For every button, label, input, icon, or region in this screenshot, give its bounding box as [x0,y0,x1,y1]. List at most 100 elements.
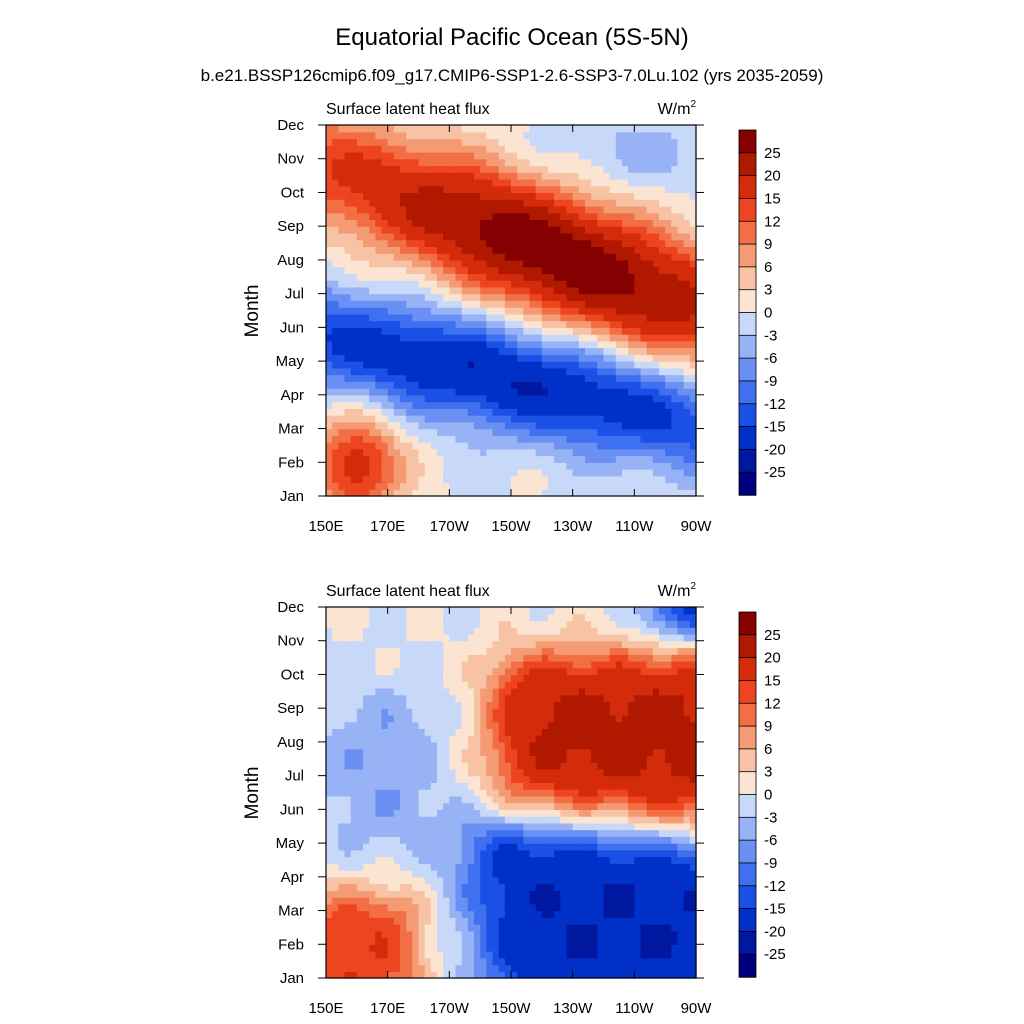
heatmap-cell [609,897,617,905]
heatmap-cell [412,226,420,234]
heatmap-cell [437,185,444,194]
heatmap-cell [572,199,580,207]
heatmap-cell [683,448,691,457]
heatmap-cell [560,293,568,301]
heatmap-cell [381,394,389,403]
heatmap-cell [449,876,457,885]
heatmap-cell [609,910,617,918]
heatmap-cell [591,185,598,194]
heatmap-cell [393,469,401,477]
heatmap-cell [418,428,426,436]
heatmap-cell [578,964,586,972]
heatmap-cell [326,239,333,248]
heatmap-cell [548,890,555,898]
heatmap-cell [449,259,457,268]
heatmap-cell [393,971,401,979]
heatmap-cell [461,475,469,484]
heatmap-cell [535,442,543,450]
heatmap-cell [332,246,339,254]
heatmap-cell [597,178,605,187]
heatmap-cell [381,172,389,180]
heatmap-cell [449,951,457,959]
heatmap-cell [659,320,666,328]
heatmap-cell [338,307,346,315]
heatmap-cell [430,836,438,844]
heatmap-cell [591,381,598,389]
heatmap-cell [492,381,500,389]
heatmap-cell [591,469,598,477]
heatmap-cell [375,816,383,824]
heatmap-cell [665,205,672,214]
heatmap-cell [628,273,635,281]
heatmap-cell [486,347,494,355]
heatmap-cell [622,971,629,979]
heatmap-cell [375,226,383,234]
heatmap-cell [406,178,413,187]
heatmap-cell [689,822,697,831]
heatmap-cell [591,415,598,423]
heatmap-cell [578,876,586,885]
heatmap-cell [517,924,524,932]
heatmap-cell [437,192,444,200]
heatmap-cell [338,917,346,925]
heatmap-cell [683,239,691,248]
heatmap-cell [369,795,376,804]
heatmap-cell [474,361,481,369]
heatmap-cell [671,836,679,844]
heatmap-cell [572,951,580,959]
heatmap-cell [424,475,432,484]
heatmap-cell [363,475,370,484]
heatmap-cell [566,903,574,912]
heatmap-cell [634,421,642,430]
heatmap-cell [406,172,413,180]
heatmap-cell [344,883,352,891]
heatmap-cell [375,883,383,891]
heatmap-cell [677,172,685,180]
heatmap-cell [356,212,364,221]
heatmap-cell [560,849,568,858]
heatmap-cell [615,930,623,939]
heatmap-cell [467,300,475,308]
heatmap-cell [332,158,339,167]
heatmap-cell [585,856,592,864]
heatmap-cell [412,266,420,274]
heatmap-cell [474,964,481,972]
heatmap-cell [548,957,555,966]
heatmap-cell [332,185,339,194]
heatmap-cell [492,273,500,281]
heatmap-cell [474,910,481,918]
heatmap-cell [597,856,605,864]
heatmap-cell [535,151,543,160]
heatmap-cell [665,151,672,160]
heatmap-cell [381,246,389,254]
heatmap-cell [387,930,395,939]
heatmap-cell [517,816,524,824]
heatmap-cell [609,951,617,959]
heatmap-cell [400,185,407,194]
heatmap-cell [332,334,339,342]
heatmap-cell [504,924,512,932]
heatmap-cell [597,971,605,979]
heatmap-cell [560,212,568,221]
heatmap-cell [375,307,383,315]
heatmap-cell [548,300,555,308]
heatmap-cell [356,455,364,463]
heatmap-cell [504,232,512,241]
heatmap-cell [566,442,574,450]
heatmap-cell [652,273,660,281]
heatmap-cell [560,897,568,905]
heatmap-cell [511,951,518,959]
heatmap-cell [578,822,586,831]
heatmap-cell [659,903,666,912]
heatmap-cell [400,347,407,355]
heatmap-cell [517,381,524,389]
heatmap-cell [369,802,376,810]
heatmap-cell [535,388,543,396]
heatmap-cell [659,347,666,355]
heatmap-cell [387,327,395,335]
heatmap-cell [634,219,642,227]
heatmap-cell [443,199,450,207]
heatmap-cell [430,442,438,450]
heatmap-cell [461,903,469,912]
heatmap-cell [492,462,500,470]
